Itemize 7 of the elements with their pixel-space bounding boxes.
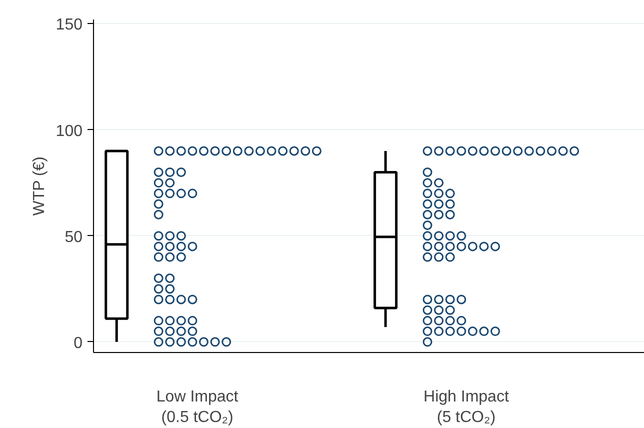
y-axis-title: WTP (€) <box>30 156 48 216</box>
x-tick-label: Low Impact (0.5 tCO₂) <box>156 388 239 426</box>
y-tick-label: 50 <box>64 228 83 246</box>
x-tick-label: High Impact (5 tCO₂) <box>424 388 510 426</box>
y-tick-label: 150 <box>56 16 83 34</box>
y-tick-label: 100 <box>56 122 83 140</box>
y-tick-label: 0 <box>74 334 83 352</box>
